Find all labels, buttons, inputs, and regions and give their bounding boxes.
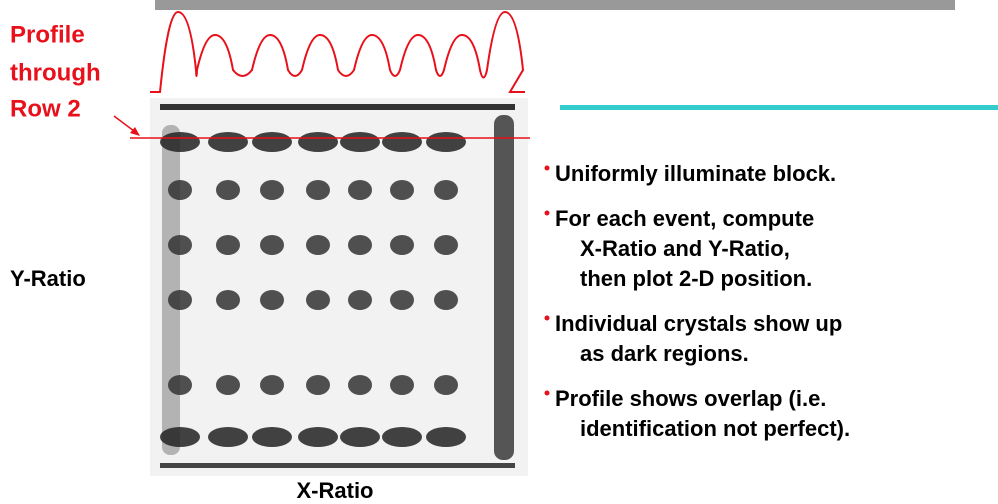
crystal	[390, 375, 414, 395]
crystal	[434, 235, 458, 255]
crystal	[168, 180, 192, 200]
crystal	[390, 235, 414, 255]
map-edge	[160, 463, 515, 468]
crystal	[434, 290, 458, 310]
crystal	[306, 235, 330, 255]
bullet-dot	[545, 316, 550, 321]
crystal	[260, 290, 284, 310]
bullet-text: as dark regions.	[580, 341, 749, 366]
bullet-list: Uniformly illuminate block. For each even…	[545, 161, 851, 441]
bullet-text: Profile shows overlap (i.e.	[555, 386, 826, 411]
bullet-text: Uniformly illuminate block.	[555, 161, 836, 186]
crystal	[160, 427, 200, 447]
crystal	[426, 427, 466, 447]
bullet-text: X-Ratio and Y-Ratio,	[580, 236, 790, 261]
bullet-text: identification not perfect).	[580, 416, 850, 441]
crystal	[390, 290, 414, 310]
crystal	[216, 235, 240, 255]
crystal	[216, 180, 240, 200]
crystal	[434, 375, 458, 395]
map-edge	[160, 104, 515, 110]
crystal	[306, 180, 330, 200]
crystal	[298, 132, 338, 152]
crystal	[216, 375, 240, 395]
crystal	[260, 235, 284, 255]
crystal	[208, 132, 248, 152]
crystal	[340, 427, 380, 447]
crystal	[216, 290, 240, 310]
crystal	[348, 180, 372, 200]
slide: Profile through Row 2 Y-Ratio X-Ratio Un…	[0, 0, 998, 504]
bullet-dot	[545, 166, 550, 171]
crystal	[168, 235, 192, 255]
bullet-text: Individual crystals show up	[555, 311, 842, 336]
accent-rule	[560, 105, 998, 110]
x-axis-label: X-Ratio	[297, 478, 374, 503]
profile-label: Row 2	[10, 95, 81, 122]
crystal	[434, 180, 458, 200]
bullet-text: then plot 2-D position.	[580, 266, 812, 291]
bullet-text: For each event, compute	[555, 206, 814, 231]
crystal	[340, 132, 380, 152]
crystal	[208, 427, 248, 447]
profile-label: through	[10, 59, 101, 86]
top-bar	[155, 0, 955, 10]
crystal	[348, 235, 372, 255]
y-axis-label: Y-Ratio	[10, 266, 86, 291]
crystal	[260, 375, 284, 395]
profile-curve	[150, 12, 525, 92]
crystal	[252, 132, 292, 152]
crystal	[298, 427, 338, 447]
map-edge	[494, 115, 514, 460]
crystal	[426, 132, 466, 152]
crystal	[306, 290, 330, 310]
crystal	[160, 132, 200, 152]
profile-label: Profile	[10, 21, 85, 48]
crystal	[382, 132, 422, 152]
bullet-dot	[545, 211, 550, 216]
crystal	[382, 427, 422, 447]
crystal	[390, 180, 414, 200]
bullet-dot	[545, 391, 550, 396]
crystal	[348, 375, 372, 395]
map-edge	[162, 125, 180, 455]
crystal	[168, 290, 192, 310]
crystal	[260, 180, 284, 200]
crystal	[168, 375, 192, 395]
crystal	[348, 290, 372, 310]
crystal	[306, 375, 330, 395]
flood-map	[150, 98, 528, 476]
crystal	[252, 427, 292, 447]
